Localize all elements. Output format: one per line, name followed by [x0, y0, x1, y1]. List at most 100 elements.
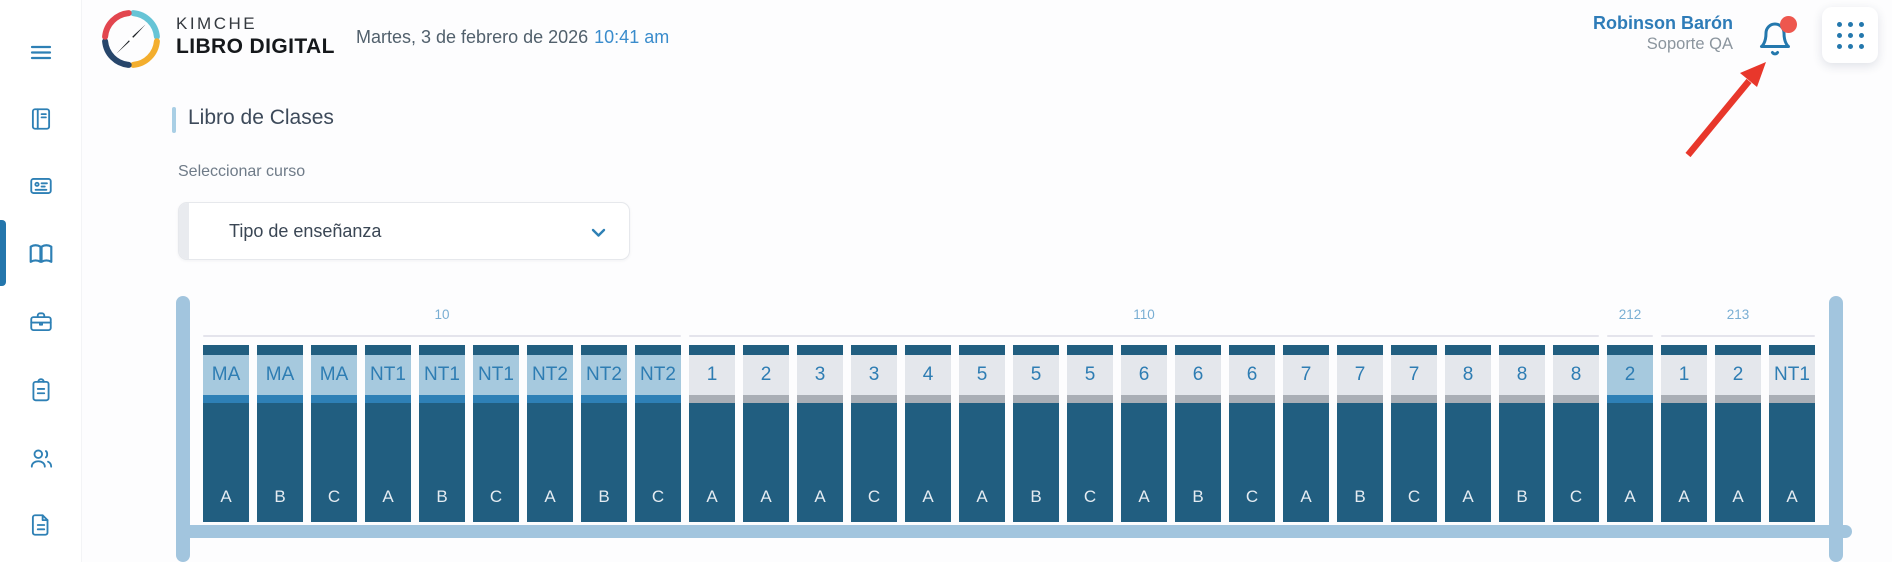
book-strip — [797, 395, 843, 403]
book-grade-label: 5 — [1067, 355, 1113, 395]
menu-toggle-button[interactable] — [28, 39, 54, 65]
book-top-band — [959, 345, 1005, 355]
book-grade-label: MA — [257, 355, 303, 395]
book-top-band — [1337, 345, 1383, 355]
book-spine: A — [1715, 403, 1761, 522]
book-grade-label: NT1 — [1769, 355, 1815, 395]
book-MA-C[interactable]: MA C — [311, 345, 357, 522]
sidebar-item-users[interactable] — [28, 445, 54, 471]
sidebar-item-classbook-active[interactable] — [28, 241, 54, 267]
book-NT2-A[interactable]: NT2 A — [527, 345, 573, 522]
book-section-letter: C — [327, 487, 341, 506]
book-spine: A — [959, 403, 1005, 522]
group-count-label: 213 — [1726, 307, 1750, 322]
book-grade-label: 8 — [1553, 355, 1599, 395]
group-divider-line — [689, 335, 1599, 337]
book-top-band — [311, 345, 357, 355]
time-text[interactable]: 10:41 am — [594, 27, 670, 47]
sidebar-item-briefcase[interactable] — [28, 309, 54, 335]
apps-launcher-button[interactable] — [1822, 7, 1878, 63]
book-spine: C — [311, 403, 357, 522]
book-spine: C — [1391, 403, 1437, 522]
sidebar-item-document[interactable] — [28, 512, 54, 538]
chevron-down-icon — [590, 224, 607, 241]
book-strip — [203, 395, 249, 403]
sidebar-item-clipboard[interactable] — [28, 377, 54, 403]
book-strip — [527, 395, 573, 403]
sidebar-item-journal[interactable] — [28, 106, 54, 132]
book-section-letter: B — [274, 487, 286, 506]
book-section-letter: A — [1138, 487, 1150, 506]
open-book-icon — [29, 244, 53, 263]
menu-icon — [30, 45, 52, 60]
book-grade-label: 1 — [1661, 355, 1707, 395]
book-section-letter: B — [436, 487, 448, 506]
book-NT2-C[interactable]: NT2 C — [635, 345, 681, 522]
clipboard-icon — [32, 378, 50, 402]
book-grade-label: 7 — [1337, 355, 1383, 395]
book-section-letter: C — [651, 487, 665, 506]
book-MA-A[interactable]: MA A — [203, 345, 249, 522]
book-grade-label: 6 — [1229, 355, 1275, 395]
book-section-letter: A — [544, 487, 556, 506]
book-strip — [1121, 395, 1167, 403]
book-MA-B[interactable]: MA B — [257, 345, 303, 522]
book-NT1-A[interactable]: NT1 A — [1769, 345, 1815, 522]
book-NT1-C[interactable]: NT1 C — [473, 345, 519, 522]
group-divider-line — [203, 335, 681, 337]
book-spine: A — [1283, 403, 1329, 522]
group-count-label: 110 — [1133, 307, 1155, 322]
book-section-letter: C — [1083, 487, 1097, 506]
teaching-type-dropdown[interactable]: Tipo de enseñanza — [178, 202, 630, 260]
bell-icon — [1760, 22, 1790, 56]
book-section-letter: B — [598, 487, 610, 506]
book-NT2-B[interactable]: NT2 B — [581, 345, 627, 522]
book-spine: A — [1661, 403, 1707, 522]
book-grade-label: 6 — [1175, 355, 1221, 395]
book-top-band — [1121, 345, 1167, 355]
book-NT1-A[interactable]: NT1 A — [365, 345, 411, 522]
book-strip — [1283, 395, 1329, 403]
header-datetime: Martes, 3 de febrero de 2026 10:41 am — [356, 27, 669, 48]
user-name[interactable]: Robinson Barón — [1593, 13, 1733, 33]
book-section-letter: A — [1462, 487, 1474, 506]
book-spine: C — [1229, 403, 1275, 522]
group-count-label: 10 — [434, 307, 450, 322]
book-top-band — [1553, 345, 1599, 355]
apps-grid-icon — [1836, 21, 1864, 49]
user-block[interactable]: Robinson Barón Soporte QA — [1593, 13, 1733, 55]
sidebar-item-id-card[interactable] — [28, 173, 54, 199]
book-strip — [1661, 395, 1707, 403]
book-top-band — [203, 345, 249, 355]
id-card-icon — [30, 178, 52, 194]
book-spine: B — [581, 403, 627, 522]
notifications-button[interactable] — [1757, 16, 1797, 62]
book-strip — [1229, 395, 1275, 403]
book-top-band — [581, 345, 627, 355]
document-icon — [31, 514, 49, 536]
book-NT1-B[interactable]: NT1 B — [419, 345, 465, 522]
book-strip — [1607, 395, 1653, 403]
